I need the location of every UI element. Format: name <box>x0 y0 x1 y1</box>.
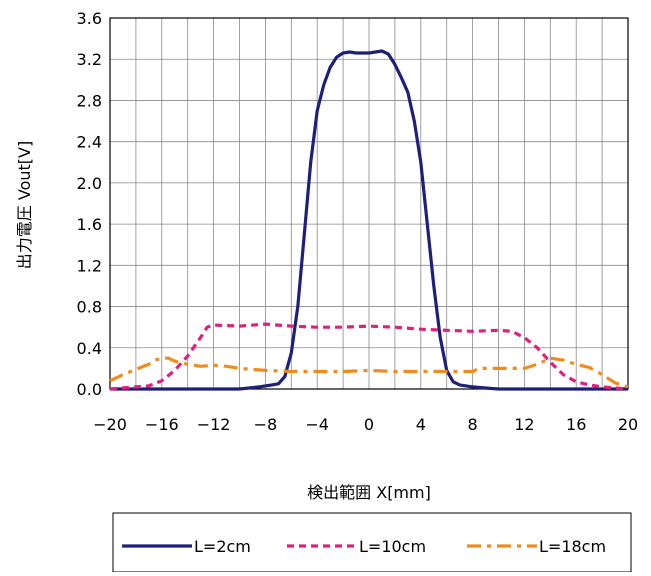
x-tick-label: −12 <box>197 415 231 434</box>
y-axis-label: 出力電圧 Vout[V] <box>15 141 34 269</box>
y-tick-label: 2.8 <box>77 91 102 110</box>
legend-box <box>112 512 632 573</box>
x-tick-label: 8 <box>468 415 478 434</box>
series-line-1 <box>109 322 629 391</box>
x-tick-label: 4 <box>416 415 426 434</box>
x-tick-label: 12 <box>514 415 534 434</box>
x-tick-label: −16 <box>145 415 179 434</box>
y-tick-label: 3.2 <box>77 50 102 69</box>
legend-label-1: L=10cm <box>359 537 426 556</box>
y-tick-labels: 0.0 0.4 0.8 1.2 1.6 2.0 2.4 2.8 3.2 3.6 <box>77 9 102 399</box>
x-tick-label: −8 <box>254 415 278 434</box>
x-tick-labels: −20 −16 −12 −8 −4 0 4 8 12 16 20 <box>93 415 638 434</box>
legend: L=2cm L=10cm L=18cm <box>112 512 632 573</box>
y-tick-label: 0.0 <box>77 380 102 399</box>
series-lines <box>109 49 629 391</box>
x-tick-label: −20 <box>93 415 127 434</box>
x-tick-label: 16 <box>566 415 586 434</box>
y-tick-label: 0.4 <box>77 339 102 358</box>
y-tick-label: 1.2 <box>77 256 102 275</box>
plot-area <box>109 17 629 390</box>
y-tick-label: 0.8 <box>77 298 102 317</box>
y-tick-label: 2.0 <box>77 174 102 193</box>
grid <box>110 18 628 389</box>
y-tick-label: 2.4 <box>77 133 102 152</box>
x-axis-label: 検出範囲 X[mm] <box>307 483 431 502</box>
x-tick-label: 0 <box>364 415 374 434</box>
x-tick-label: 20 <box>618 415 638 434</box>
series-line-2 <box>109 356 629 389</box>
legend-label-2: L=18cm <box>539 537 606 556</box>
x-tick-label: −4 <box>305 415 329 434</box>
y-tick-label: 3.6 <box>77 9 102 28</box>
y-tick-label: 1.6 <box>77 215 102 234</box>
legend-label-0: L=2cm <box>194 537 251 556</box>
